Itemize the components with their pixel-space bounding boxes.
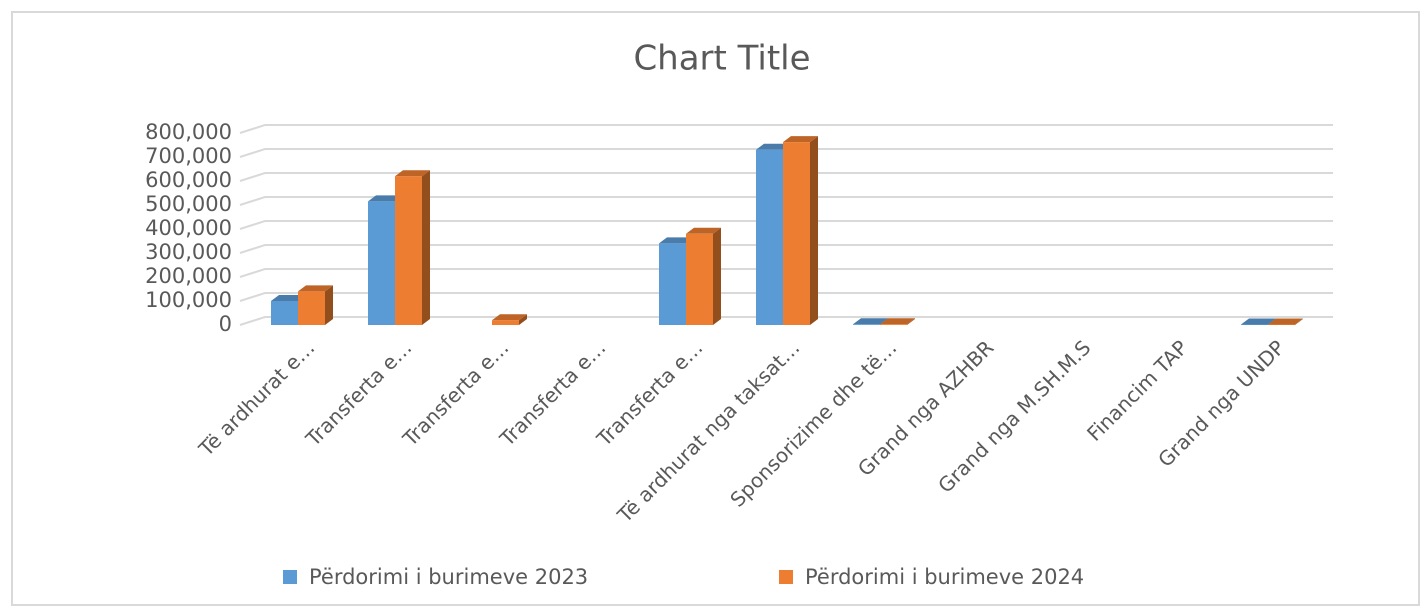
- bar-face: [492, 320, 519, 325]
- y-tick-label: 600,000: [145, 168, 232, 192]
- bar-face: [271, 295, 306, 301]
- bar-face: [1241, 318, 1276, 325]
- grid-line: [239, 196, 1333, 206]
- grid-line: [239, 124, 1333, 134]
- bar-face: [1295, 318, 1303, 325]
- bar-face: [395, 176, 422, 325]
- bar-face: [880, 324, 907, 325]
- bar-face: [756, 149, 783, 325]
- y-tick-label: 500,000: [145, 192, 232, 216]
- bar-face: [713, 227, 721, 325]
- grid-line: [239, 172, 1333, 182]
- y-tick-label: 400,000: [145, 216, 232, 240]
- legend-label: Përdorimi i burimeve 2023: [309, 565, 588, 589]
- bar: [298, 285, 333, 325]
- bar: [880, 318, 915, 325]
- bar-face: [1268, 318, 1303, 325]
- bar-face: [810, 136, 818, 325]
- bar-face: [368, 195, 403, 202]
- bar-face: [853, 324, 880, 325]
- bar: [686, 227, 721, 325]
- legend-swatch: [779, 570, 793, 584]
- y-tick-label: 700,000: [145, 144, 232, 168]
- bar-face: [907, 318, 915, 325]
- bar: [492, 314, 527, 325]
- bar-face: [519, 314, 527, 325]
- y-tick-label: 0: [219, 312, 232, 336]
- chart-title: Chart Title: [633, 39, 810, 79]
- grid-line: [239, 148, 1333, 158]
- bar-face: [422, 170, 430, 325]
- bar-face: [783, 142, 810, 325]
- bar-face: [756, 143, 791, 150]
- bar-face: [492, 314, 527, 321]
- bar-face: [368, 201, 395, 325]
- bar-face: [325, 285, 333, 325]
- y-tick-label: 800,000: [145, 120, 232, 144]
- grid-line: [239, 316, 1333, 326]
- legend-swatch: [283, 570, 297, 584]
- bar-face: [880, 318, 915, 325]
- grid-line: [239, 220, 1333, 230]
- bar-face: [783, 136, 818, 143]
- bar-face: [659, 243, 686, 325]
- bar-face: [659, 237, 694, 244]
- bar-face: [853, 318, 888, 325]
- bar-face: [271, 301, 298, 325]
- bar-face: [298, 291, 325, 325]
- grid-line: [239, 244, 1333, 254]
- y-tick-label: 300,000: [145, 240, 232, 264]
- grid-line: [239, 292, 1333, 302]
- bar-face: [686, 227, 721, 234]
- bar-face: [395, 170, 430, 177]
- bar-face: [298, 285, 333, 292]
- bar-face: [686, 233, 713, 325]
- bar: [1268, 318, 1303, 325]
- y-tick-label: 200,000: [145, 264, 232, 288]
- legend-label: Përdorimi i burimeve 2024: [805, 565, 1084, 589]
- bar: [783, 136, 818, 325]
- y-tick-label: 100,000: [145, 288, 232, 312]
- bar: [395, 170, 430, 325]
- grid-line: [239, 268, 1333, 278]
